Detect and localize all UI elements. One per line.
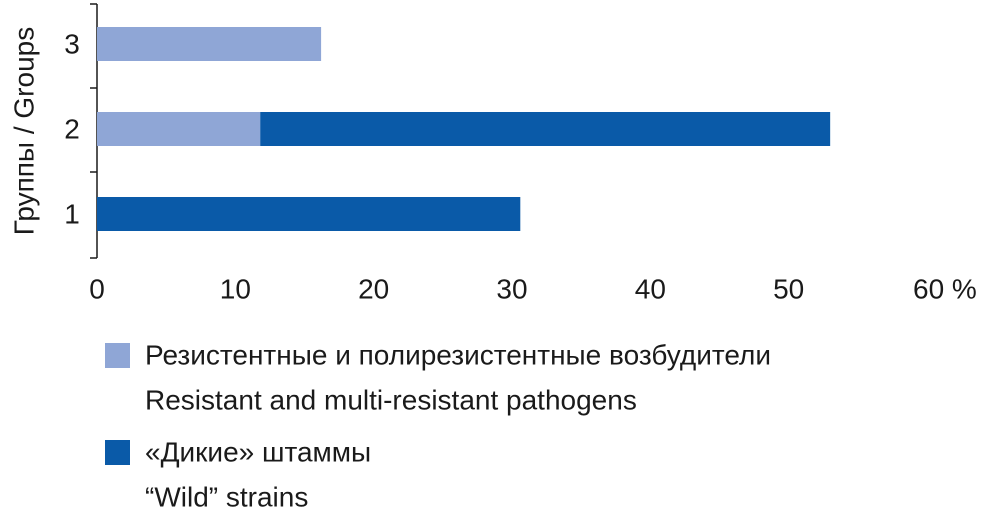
x-tick-label: 60 % (913, 273, 977, 304)
legend-label: Resistant and multi-resistant pathogens (145, 384, 637, 415)
bar (97, 27, 322, 61)
bar (97, 197, 521, 231)
x-tick-label: 0 (89, 273, 105, 304)
y-tick-label: 3 (64, 28, 80, 59)
legend-label: Резистентные и полирезистентные возбудит… (145, 339, 771, 370)
legend-label: «Дикие» штаммы (145, 436, 371, 467)
bar (260, 112, 831, 146)
x-tick-label: 30 (496, 273, 527, 304)
y-axis-label: Группы / Groups (8, 27, 39, 235)
legend-swatch (105, 440, 130, 465)
legend-swatch (105, 343, 130, 368)
bar (97, 112, 261, 146)
y-tick-label: 2 (64, 113, 80, 144)
x-tick-label: 50 (773, 273, 804, 304)
x-tick-label: 20 (358, 273, 389, 304)
x-tick-label: 40 (635, 273, 666, 304)
legend-label: “Wild” strains (145, 481, 308, 512)
y-tick-label: 1 (64, 198, 80, 229)
x-tick-label: 10 (220, 273, 251, 304)
